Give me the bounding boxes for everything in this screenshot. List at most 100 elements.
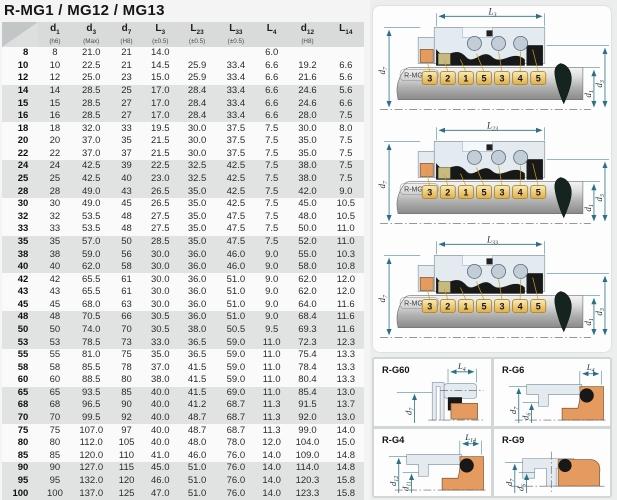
table-cell: 12 [17,72,29,84]
table-cell: 37.5 [226,147,246,159]
callout-number: 1 [463,188,468,198]
table-cell: 61 [121,286,132,298]
table-cell: 51.0 [187,462,207,474]
table-row: 95 95 132.0 120 46.0 51.0 76.0 14.0 120.3 15.8 [2,474,364,488]
table-cell: 132.0 [79,474,104,486]
table-cell: 28.4 [187,110,207,122]
table-cell: 38.0 [298,160,317,172]
table-cell: 8 [23,47,29,59]
table-cell: 64.0 [298,298,317,310]
table-cell: 53.5 [81,223,101,235]
table-cell: 7.5 [339,135,353,147]
table-cell: 120 [118,474,135,486]
table-row: 60 60 88.5 80 38.0 41.5 59.0 11.0 80.4 13.3 [2,374,364,387]
shaft-label-box [399,183,439,195]
table-row: 30 30 49.0 45 26.5 35.0 42.5 7.5 45.0 10.5 [2,197,364,211]
seal-cross-section: L23 R-MG12 3 2 1 5 [377,121,609,224]
table-cell: 7.5 [339,110,353,122]
table-cell: 15 [49,97,61,109]
table-header-d7: d7 (H8) [110,22,143,47]
seal-diagram-stack: L3 R-MG1 3 2 1 5 [372,5,612,353]
table-cell: 14.0 [262,449,281,461]
table-cell: 51.0 [226,311,246,323]
callout-number: 3 [427,302,432,312]
table-cell: 112.0 [79,437,103,449]
retainer-ring [437,281,451,293]
callout-number: 5 [536,302,541,312]
table-cell: 85 [49,449,61,461]
table-cell: 11.3 [262,412,281,424]
callout-number: 5 [481,188,486,198]
table-cell: 52.0 [298,235,317,247]
table-cell: 33 [17,223,29,235]
table-cell: 85 [17,449,29,461]
table-cell: 30.0 [151,261,170,273]
callout-square [457,185,474,200]
table-cell: 58 [49,361,61,373]
table-cell: 46.0 [226,248,246,260]
table-cell: 78.0 [226,437,246,449]
elastomer-bellows [436,48,525,66]
table-cell: 56 [121,248,132,260]
table-cell: 62.0 [81,261,101,273]
callout-number: 5 [481,302,486,312]
table-cell: 32 [49,210,61,222]
table-cell: 30.0 [187,135,207,147]
dim-label-d7: d7 [377,294,389,303]
callout-square [475,299,492,314]
dim-label-d6: d6 [515,484,527,491]
table-cell: 74.0 [81,324,101,335]
table-cell: 21.5 [151,135,170,147]
table-cell: 78 [121,361,132,373]
table-cell: 13.0 [336,386,356,398]
table-cell: 22 [17,147,29,159]
table-cell: 95 [49,474,61,486]
table-cell: 17.0 [151,110,170,122]
table-cell: 25 [121,85,132,97]
table-row: 65 65 93.5 85 40.0 41.5 69.0 11.0 85.4 13.0 [2,386,364,400]
dim-label-d3: d3 [594,308,606,316]
table-cell: 14.0 [151,47,170,59]
seal-cross-section: L33 R-MG13 3 2 1 5 [377,235,609,338]
table-cell: 68.7 [226,424,246,436]
table-row: 68 68 96.5 90 40.0 41.2 68.7 11.3 91.5 13.7 [2,399,364,412]
table-cell: 48.7 [187,412,207,424]
table-cell: 69.3 [298,324,317,335]
dim-label-d7: d7 [503,478,515,486]
table-row: 12 12 25.0 23 15.0 25.9 33.4 6.6 21.6 5.6 [2,72,364,85]
table-cell: 12.3 [336,336,356,348]
table-cell: 50 [49,324,61,335]
table-cell: 38 [49,248,61,260]
table-cell: 70 [49,412,61,424]
table-cell: 92 [121,412,132,424]
shaft-label-box [399,297,439,309]
table-cell: 15.8 [336,487,356,499]
seat-r-g60-drawing: R-G60 L4 d7 [382,361,484,424]
table-cell: 115 [118,462,135,474]
table-row: 35 35 57.0 50 28.5 35.0 47.5 7.5 52.0 11.0 [2,235,364,249]
diagram-r-mg13: L33 R-MG13 3 2 1 5 [374,235,610,349]
table-row: 80 80 112.0 105 40.0 48.0 78.0 12.0 104.0 15.0 [2,436,364,450]
seal-type-label: R-MG12 [404,187,431,194]
table-cell: 18 [17,122,29,134]
table-row: 50 50 74.0 70 30.5 38.0 50.5 9.5 69.3 11.6 [2,323,364,337]
table-cell: 30 [49,198,61,210]
table-cell: 35.0 [187,210,207,222]
table-cell: 40 [121,173,132,185]
table-cell: 36.0 [187,286,207,298]
table-cell: 28.5 [151,235,170,247]
seal-type-label: R-MG13 [404,301,431,308]
seat-label: R-G6 [502,365,524,375]
table-cell: 66 [121,311,132,323]
table-cell: 12.0 [336,286,356,298]
table-cell: 13.3 [336,361,356,373]
table-cell: 55 [49,349,61,361]
table-row: 42 42 65.5 61 30.0 36.0 51.0 9.0 62.0 12.0 [2,273,364,286]
table-cell: 85.5 [81,361,101,373]
callout-square [457,299,474,314]
table-cell: 22.5 [81,59,101,71]
table-cell: 11.3 [262,399,281,411]
table-row: 20 20 37.0 35 21.5 30.0 37.5 7.5 35.0 7.5 [2,135,364,148]
dim-label-d7: d7 [507,406,519,414]
table-cell: 6.6 [265,110,279,122]
